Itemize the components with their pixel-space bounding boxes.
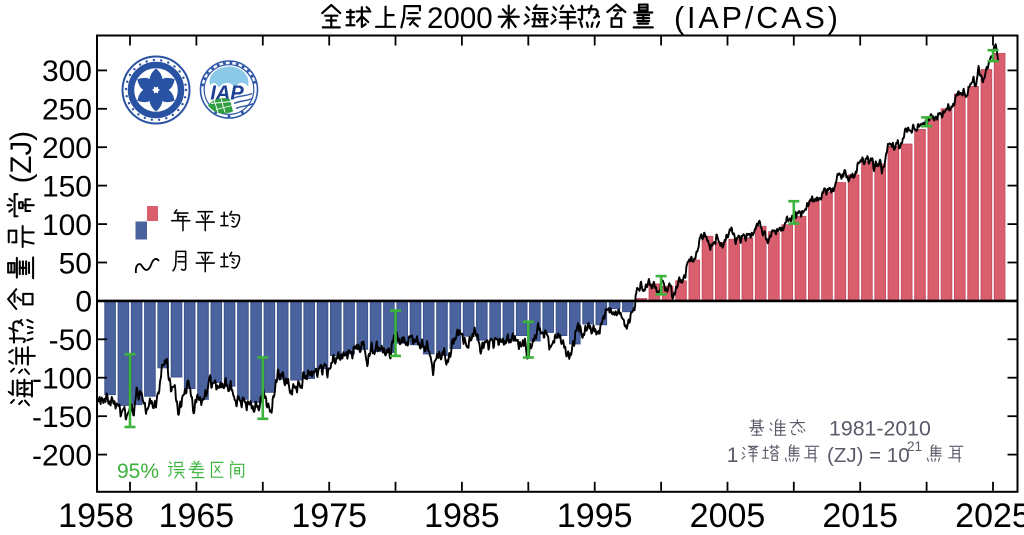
svg-text:200: 200 [42, 132, 92, 165]
svg-text:1995: 1995 [557, 497, 633, 535]
svg-text:50: 50 [59, 247, 92, 280]
svg-text:-50: -50 [49, 324, 92, 357]
svg-text:2025: 2025 [955, 497, 1024, 535]
svg-text:2015: 2015 [822, 497, 898, 535]
svg-text:300: 300 [42, 55, 92, 88]
svg-text:1965: 1965 [159, 497, 235, 535]
svg-text:(IAP/CAS): (IAP/CAS) [674, 1, 841, 35]
svg-text:1985: 1985 [424, 497, 500, 535]
svg-text:150: 150 [42, 170, 92, 203]
svg-text:2005: 2005 [690, 497, 766, 535]
svg-text:-150: -150 [32, 401, 92, 434]
svg-text:(ZJ): (ZJ) [5, 131, 38, 183]
svg-text:100: 100 [42, 209, 92, 242]
svg-text:2000: 2000 [427, 2, 493, 35]
svg-text:0: 0 [75, 286, 92, 319]
svg-text:21: 21 [907, 439, 922, 454]
svg-text:1958: 1958 [58, 497, 134, 535]
svg-text:-200: -200 [32, 439, 92, 472]
svg-text:(ZJ) = 10: (ZJ) = 10 [827, 444, 910, 467]
svg-text:1981-2010: 1981-2010 [829, 417, 931, 441]
svg-text:95%: 95% [117, 460, 159, 483]
svg-text:1: 1 [727, 444, 739, 467]
svg-text:250: 250 [42, 94, 92, 127]
svg-text:-100: -100 [32, 363, 92, 396]
svg-text:1975: 1975 [291, 497, 367, 535]
